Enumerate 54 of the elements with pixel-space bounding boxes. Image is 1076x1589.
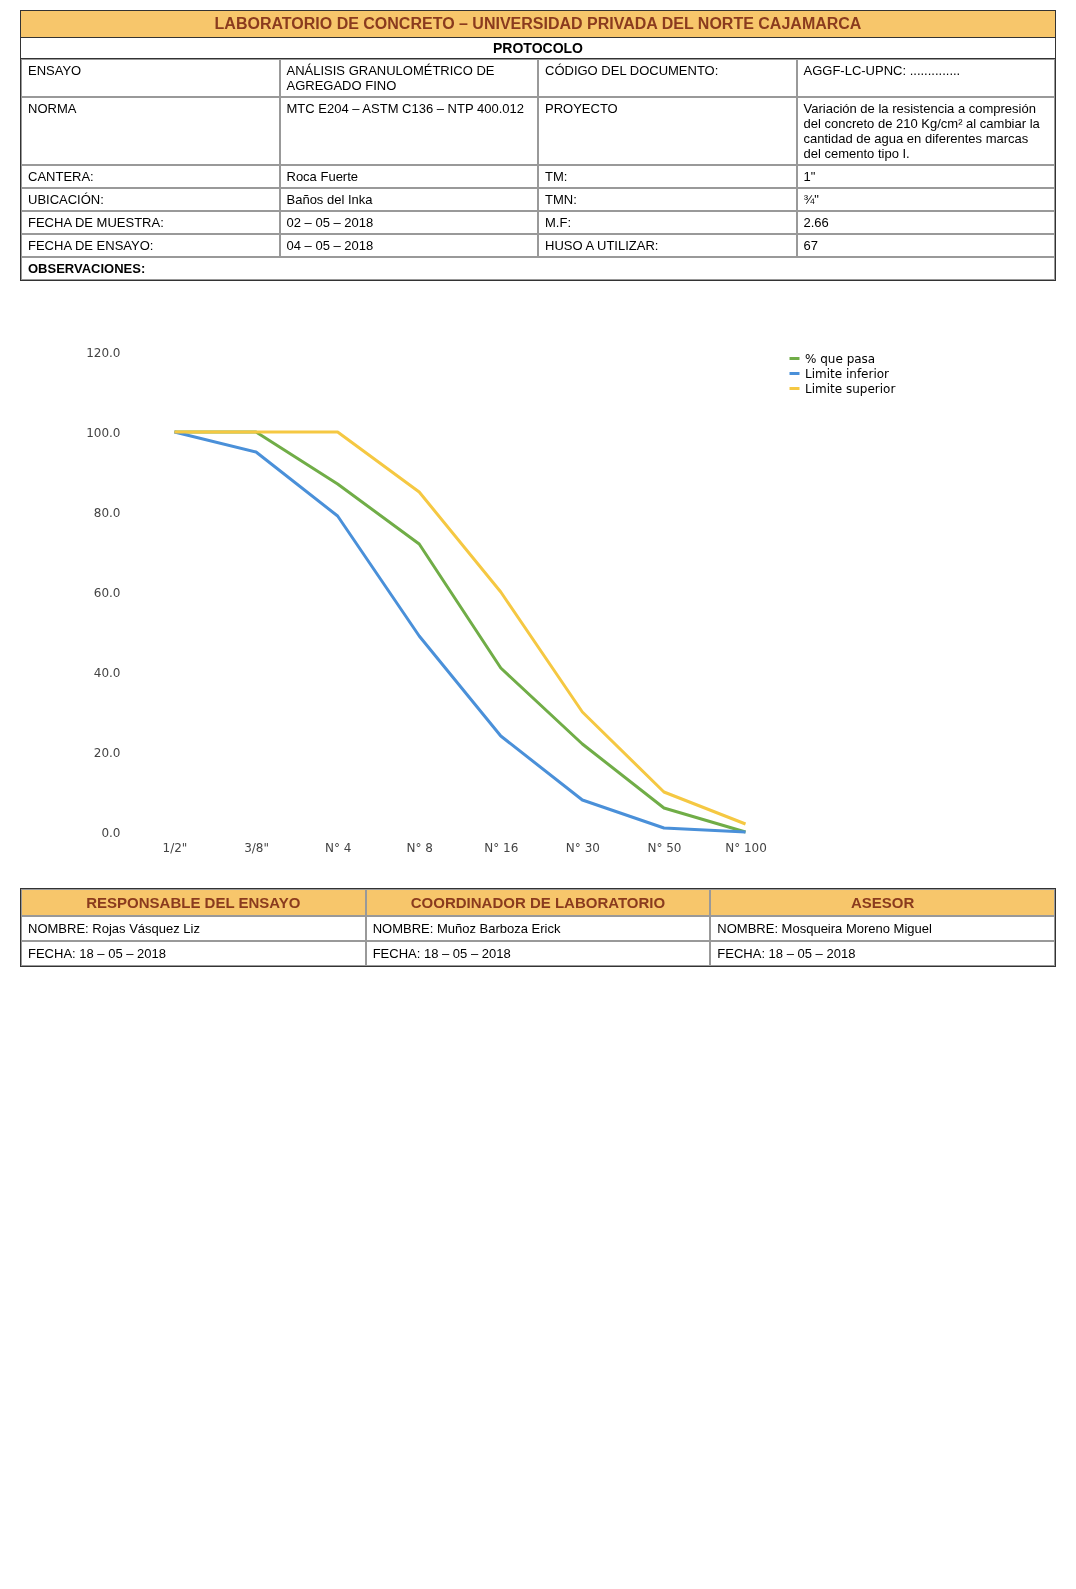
text: 04 – 05 – 2018 <box>279 234 538 257</box>
text: 2.66 <box>796 211 1055 234</box>
x-tick-label: N° 100 <box>725 840 767 855</box>
text: M.F: <box>538 211 797 234</box>
text: PROYECTO <box>538 97 797 165</box>
text: NOMBRE: Rojas Vásquez Liz <box>21 916 366 941</box>
text: FECHA: 18 – 05 – 2018 <box>365 941 711 966</box>
text: FECHA: 18 – 05 – 2018 <box>21 941 366 966</box>
text: OBSERVACIONES: <box>21 257 1055 280</box>
text: Baños del Inka <box>279 188 538 211</box>
text: HUSO A UTILIZAR: <box>538 234 797 257</box>
text: CANTERA: <box>21 165 280 188</box>
text: 1" <box>796 165 1055 188</box>
chart-subtitle: PROTOCOLO <box>20 38 1056 59</box>
y-tick-label: 40.0 <box>93 665 121 680</box>
y-tick-label: 0.0 <box>101 825 121 840</box>
text: COORDINADOR DE LABORATORIO <box>365 889 711 916</box>
legend-label: Limite inferior <box>805 366 890 381</box>
x-tick-label: N° 4 <box>324 840 352 855</box>
y-tick-label: 120.0 <box>86 345 121 360</box>
text: TM: <box>538 165 797 188</box>
x-tick-label: 3/8" <box>244 840 269 855</box>
text: AGGF-LC-UPNC: .............. <box>796 59 1055 97</box>
text: FECHA: 18 – 05 – 2018 <box>710 941 1055 966</box>
y-tick-label: 20.0 <box>93 745 121 760</box>
text: UBICACIÓN: <box>21 188 280 211</box>
text: TMN: <box>538 188 797 211</box>
text: ENSAYO <box>21 59 280 97</box>
legend-label: Limite superior <box>805 381 896 396</box>
chart-title: LABORATORIO DE CONCRETO – UNIVERSIDAD PRIVADA DEL NORTE CAJAMARCA <box>20 10 1056 38</box>
text: RESPONSABLE DEL ENSAYO <box>21 889 366 916</box>
text: Variación de la resistencia a compresión del concreto de 210 Kg/cm² al cambiar la cantidad de agua en diferentes marcas del cemento tipo I. <box>796 97 1055 165</box>
text: NOMBRE: Muñoz Barboza Erick <box>365 916 711 941</box>
text: ¾" <box>796 188 1055 211</box>
y-tick-label: 80.0 <box>93 505 121 520</box>
y-tick-label: 60.0 <box>93 585 121 600</box>
x-tick-label: N° 16 <box>484 840 519 855</box>
x-tick-label: N° 50 <box>647 840 682 855</box>
text: FECHA DE MUESTRA: <box>21 211 280 234</box>
x-tick-label: N° 30 <box>565 840 600 855</box>
text: Roca Fuerte <box>279 165 538 188</box>
text: CÓDIGO DEL DOCUMENTO: <box>538 59 797 97</box>
legend-label: % que pasa <box>805 351 876 366</box>
text: 67 <box>796 234 1055 257</box>
x-tick-label: N° 8 <box>406 840 433 855</box>
text: 02 – 05 – 2018 <box>279 211 538 234</box>
y-tick-label: 100.0 <box>86 425 121 440</box>
text: ANÁLISIS GRANULOMÉTRICO DE AGREGADO FINO <box>279 59 538 97</box>
text: NORMA <box>21 97 280 165</box>
text: NOMBRE: Mosqueira Moreno Miguel <box>710 916 1055 941</box>
text: MTC E204 – ASTM C136 – NTP 400.012 <box>279 97 538 165</box>
text: ASESOR <box>710 889 1055 916</box>
text: FECHA DE ENSAYO: <box>21 234 280 257</box>
x-tick-label: 1/2" <box>162 840 188 855</box>
